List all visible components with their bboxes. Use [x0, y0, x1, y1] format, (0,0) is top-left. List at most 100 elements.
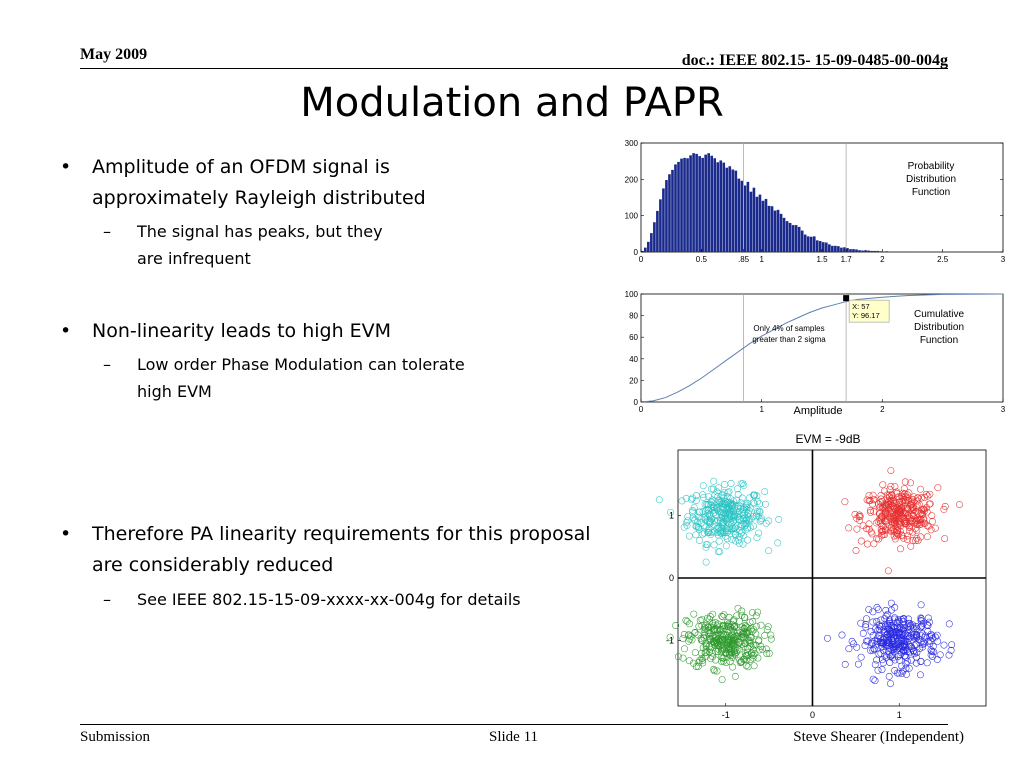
evm-point: [915, 636, 923, 644]
evm-point: [905, 664, 913, 672]
pdf-x-tick-label: 2: [880, 255, 885, 264]
evm-point: [726, 623, 734, 631]
evm-point: [731, 524, 739, 532]
evm-point: [667, 508, 674, 516]
pdf-bar: [698, 156, 701, 252]
evm-point: [848, 637, 856, 645]
evm-point: [759, 645, 766, 653]
evm-point: [701, 631, 709, 639]
evm-point: [707, 636, 715, 644]
evm-point: [747, 523, 755, 531]
evm-point: [709, 610, 717, 618]
evm-point: [896, 527, 904, 535]
evm-point: [714, 647, 722, 655]
evm-point: [696, 656, 704, 664]
evm-point: [891, 515, 898, 523]
pdf-x-tick-label: 2.5: [937, 255, 949, 264]
cdf-line-chart: 0 1 2 3 0 20 40 60 80 100 X: 57 Y: 96.17 Only 4% …: [625, 290, 1006, 417]
evm-point: [703, 541, 711, 549]
pdf-label-line-3: Function: [912, 187, 950, 198]
evm-point: [762, 500, 769, 508]
evm-point: [728, 500, 736, 508]
evm-point: [747, 504, 754, 512]
evm-point: [725, 613, 733, 621]
evm-point: [913, 516, 921, 524]
evm-point: [914, 494, 921, 502]
evm-point: [885, 491, 893, 499]
evm-point: [724, 527, 732, 535]
pdf-bar: [873, 250, 876, 252]
evm-point: [904, 532, 911, 540]
footer-submission: Submission: [80, 729, 151, 745]
evm-point: [713, 667, 721, 675]
evm-point: [875, 621, 883, 629]
pdf-bar: [812, 236, 816, 252]
evm-point: [856, 511, 863, 519]
evm-point: [956, 501, 963, 509]
evm-point: [775, 515, 783, 523]
evm-point: [746, 638, 754, 646]
evm-point: [913, 653, 920, 661]
evm-point: [927, 651, 935, 659]
pdf-bar: [773, 210, 777, 252]
evm-point: [714, 548, 722, 556]
evm-point: [718, 500, 726, 508]
evm-point: [850, 640, 858, 648]
evm-point: [912, 537, 920, 545]
evm-point: [682, 616, 690, 624]
evm-point: [914, 536, 922, 544]
evm-point: [743, 628, 751, 636]
evm-point: [883, 633, 891, 641]
evm-point: [707, 643, 715, 651]
evm-point: [753, 510, 761, 518]
evm-point: [884, 622, 892, 630]
evm-point: [897, 633, 904, 641]
pdf-bar: [740, 180, 744, 252]
sub-bullet-2-line-1: Low order Phase Modulation can tolerate: [137, 355, 465, 374]
evm-point: [884, 567, 892, 575]
evm-point: [715, 484, 723, 492]
evm-point: [869, 632, 877, 639]
pdf-x-tick-label: 3: [1001, 255, 1006, 264]
evm-point: [705, 493, 712, 501]
evm-point: [735, 533, 743, 541]
evm-point: [719, 630, 727, 638]
evm-point: [687, 495, 695, 503]
evm-point: [717, 529, 724, 537]
evm-point: [762, 519, 770, 527]
evm-point: [905, 514, 913, 522]
evm-point: [884, 610, 892, 618]
pdf-bar: [710, 155, 713, 252]
cdf-datatip-box: [848, 299, 890, 323]
pdf-bar: [683, 157, 686, 252]
evm-point: [869, 618, 877, 626]
evm-point: [757, 621, 765, 629]
evm-point: [917, 601, 925, 609]
evm-point: [894, 616, 902, 624]
evm-point: [929, 634, 937, 642]
evm-point: [689, 508, 697, 516]
pdf-bar: [870, 250, 873, 252]
evm-point: [869, 675, 877, 683]
evm-point: [744, 536, 752, 544]
pdf-bar: [800, 230, 804, 252]
evm-point: [719, 636, 727, 644]
evm-point: [725, 503, 733, 511]
evm-point: [824, 634, 831, 642]
pdf-bar: [707, 153, 710, 252]
evm-point: [693, 522, 701, 530]
bullet-1-line-2: approximately Rayleigh distributed: [92, 187, 426, 209]
evm-point: [926, 500, 934, 508]
evm-point: [912, 623, 920, 630]
evm-point: [900, 636, 908, 644]
pdf-bar: [719, 160, 723, 252]
evm-point: [678, 497, 686, 505]
evm-point: [887, 680, 894, 688]
evm-point: [724, 622, 732, 630]
evm-point: [841, 498, 849, 506]
evm-point: [906, 524, 913, 531]
evm-point: [941, 502, 949, 510]
evm-point: [929, 517, 936, 525]
evm-point: [702, 649, 710, 657]
pdf-bar: [749, 191, 753, 252]
